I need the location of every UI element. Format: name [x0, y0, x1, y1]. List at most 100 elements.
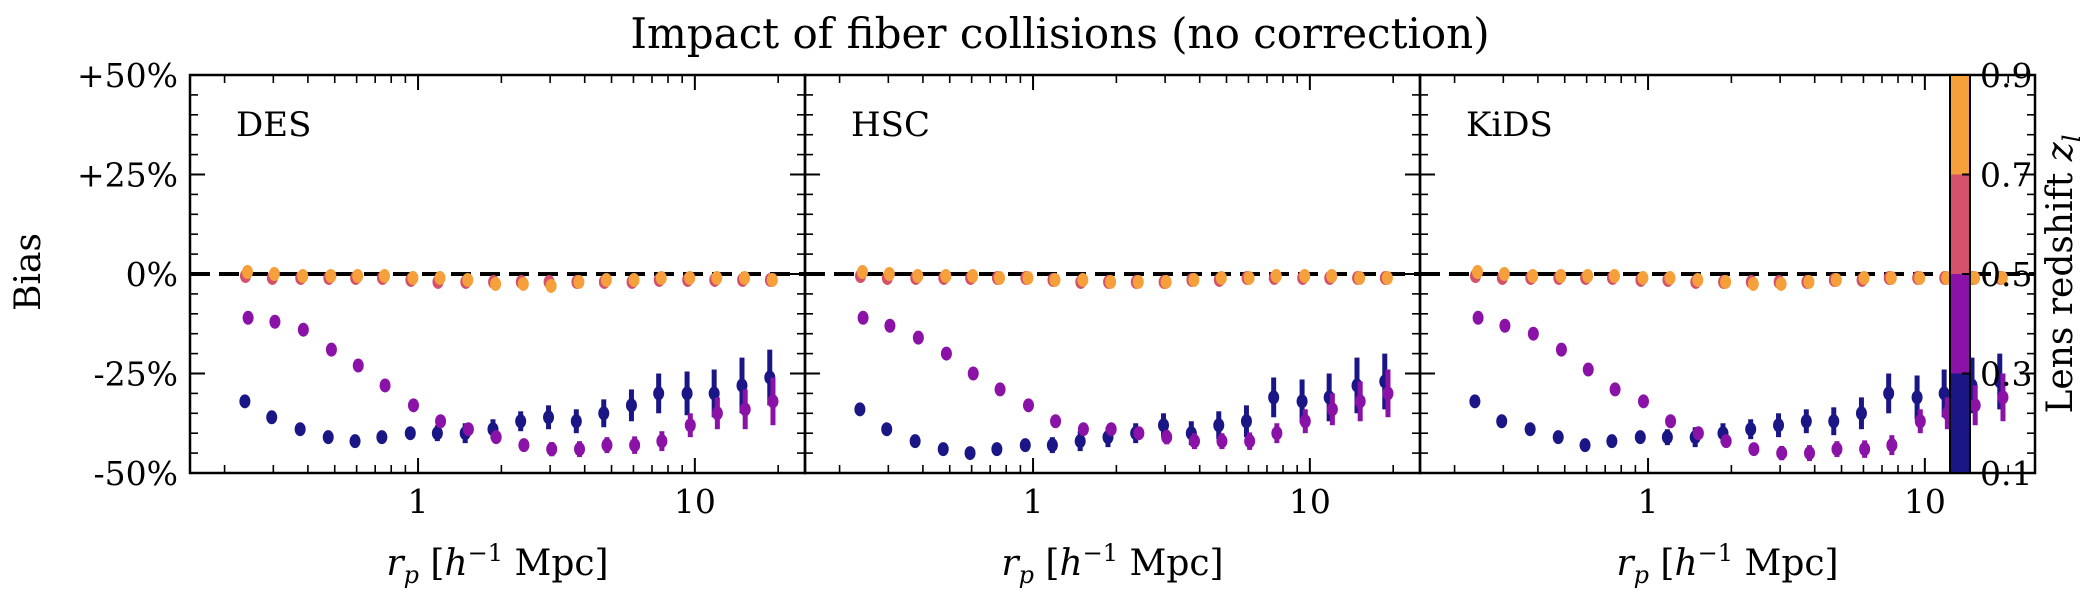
colorbar-segment	[1950, 373, 1970, 473]
data-point	[1969, 398, 1981, 413]
data-point	[1188, 272, 1200, 287]
panel-frame	[1418, 73, 2037, 475]
data-point	[379, 378, 391, 393]
data-point	[1524, 422, 1536, 437]
data-point	[435, 414, 447, 429]
data-point	[881, 422, 893, 437]
data-point	[462, 272, 474, 287]
data-point	[1747, 276, 1759, 291]
data-point	[1552, 430, 1564, 445]
data-point	[434, 270, 446, 285]
data-point	[518, 438, 530, 453]
data-point	[1720, 274, 1732, 289]
data-point	[1527, 268, 1539, 283]
data-point	[325, 268, 337, 283]
data-point	[1074, 434, 1086, 449]
data-point	[1296, 394, 1308, 409]
data-point	[1828, 414, 1840, 429]
data-point	[1022, 398, 1034, 413]
data-point	[266, 410, 278, 425]
data-point	[1606, 434, 1618, 449]
data-point	[1996, 270, 2008, 285]
data-point	[352, 268, 364, 283]
data-point	[1299, 268, 1311, 283]
data-point	[1133, 426, 1145, 441]
data-point	[1938, 386, 1950, 401]
panel-label: KiDS	[1466, 105, 1553, 145]
data-point	[857, 310, 869, 325]
chart-title: Impact of fiber collisions (no correctio…	[630, 9, 1489, 58]
data-point	[937, 442, 949, 457]
data-point	[1161, 430, 1173, 445]
data-point	[1579, 438, 1591, 453]
data-point	[574, 442, 586, 457]
data-point	[1886, 438, 1898, 453]
data-point	[269, 314, 281, 329]
colorbar-tick-label: 0.5	[1980, 255, 2032, 294]
data-point	[1105, 274, 1117, 289]
data-point	[628, 272, 640, 287]
data-point	[322, 430, 334, 445]
colorbar: 0.1 0.3 0.5 0.7 0.9 Lens redshift zl	[1949, 56, 2086, 493]
data-point	[1471, 265, 1483, 280]
data-point	[1469, 394, 1481, 409]
data-point	[1132, 274, 1144, 289]
data-point	[1158, 418, 1170, 433]
data-point	[1804, 446, 1816, 461]
series-0.1-0.3	[1469, 353, 2006, 453]
data-point	[739, 402, 751, 417]
data-point	[1496, 414, 1508, 429]
data-point	[1271, 426, 1283, 441]
data-point	[404, 426, 416, 441]
data-point	[1858, 270, 1870, 285]
data-point	[854, 402, 866, 417]
data-point	[1268, 390, 1280, 405]
colorbar-tick-label: 0.3	[1980, 355, 2032, 394]
data-point	[376, 430, 388, 445]
y-tick-label: -25%	[94, 355, 179, 394]
data-point	[1077, 272, 1089, 287]
data-point	[1381, 270, 1393, 285]
data-point	[1775, 276, 1787, 291]
panels-group: 1 10 +50% +25% 0% -25% -50% DES rp [h−1 Mpc] 1 10 H…	[77, 56, 2037, 589]
data-point	[1582, 362, 1594, 377]
data-point	[407, 398, 419, 413]
data-point	[1800, 414, 1812, 429]
data-point	[1830, 272, 1842, 287]
data-point	[767, 394, 779, 409]
x-tick-label: 1	[1638, 482, 1659, 521]
data-point	[1885, 270, 1897, 285]
series-0.3-0.5	[242, 310, 779, 458]
panel-label: DES	[236, 105, 311, 145]
data-point	[601, 438, 613, 453]
data-point	[431, 426, 443, 441]
data-point	[625, 398, 637, 413]
data-point	[1354, 394, 1366, 409]
data-point	[1634, 430, 1646, 445]
data-point	[490, 430, 502, 445]
data-point	[352, 358, 364, 373]
data-point	[991, 442, 1003, 457]
x-tick-label: 1	[408, 482, 429, 521]
series-0.5-0.7	[854, 268, 1391, 289]
data-point	[993, 270, 1005, 285]
series-0.5-0.7	[239, 268, 776, 289]
colorbar-segment	[1950, 174, 1970, 274]
data-point	[1914, 414, 1926, 429]
data-point	[684, 418, 696, 433]
data-point	[349, 434, 361, 449]
data-point	[1527, 326, 1539, 341]
data-point	[1049, 272, 1061, 287]
data-point	[1244, 434, 1256, 449]
data-point	[629, 438, 641, 453]
panel-des: 1 10 +50% +25% 0% -25% -50% DES rp [h−1 Mpc]	[77, 56, 807, 589]
data-point	[1661, 430, 1673, 445]
data-point	[239, 394, 251, 409]
series-0.3-0.5	[1472, 310, 2009, 462]
data-point	[1215, 270, 1227, 285]
data-point	[1022, 270, 1034, 285]
panel-kids: 1 10 KiDS rp [h−1 Mpc]	[1418, 73, 2037, 589]
colorbar-segment	[1950, 274, 1970, 374]
colorbar-tick-label: 0.7	[1980, 156, 2032, 195]
data-point	[1498, 267, 1510, 281]
